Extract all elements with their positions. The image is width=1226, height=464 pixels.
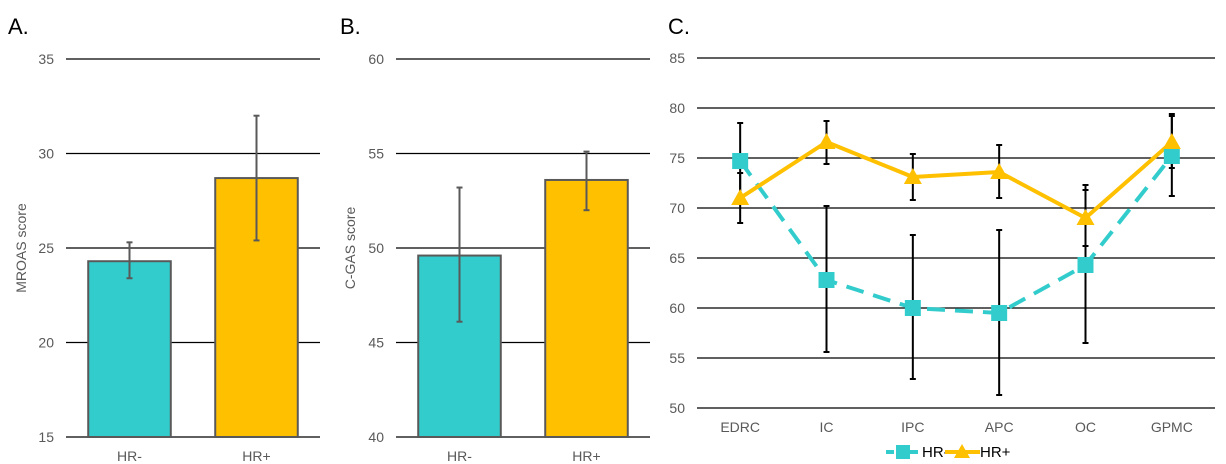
legend-hr-minus-label: HR- (922, 444, 949, 461)
c-y-tick-label: 55 (669, 350, 685, 366)
c-y-tick-label: 70 (669, 200, 685, 216)
c-y-tick-label: 60 (669, 300, 685, 316)
panel-b: B. C-GAS score 40 45 50 55 60 HR- HR+ (340, 14, 650, 464)
a-y-tick-label: 15 (38, 429, 54, 445)
panel-b-y-axis-label: C-GAS score (342, 207, 358, 290)
c-marker-hr-minus (732, 153, 749, 169)
panel-c-y-ticks: 50 55 60 65 70 75 80 85 (669, 50, 685, 416)
b-x-tick-label: HR+ (572, 448, 600, 464)
c-marker-hr-minus (818, 272, 835, 288)
c-x-tick-label: OC (1075, 419, 1096, 435)
panel-a: A. MROAS score 15 20 25 30 35 HR- HR+ (8, 14, 320, 464)
a-x-tick-label: HR- (117, 448, 142, 464)
panel-a-y-ticks: 15 20 25 30 35 (38, 51, 54, 445)
panel-c-series-lines (738, 140, 1174, 315)
c-y-tick-label: 85 (669, 50, 685, 66)
panel-c-x-ticks: EDRC IC IPC APC OC GPMC (720, 419, 1193, 435)
panel-a-bars (87, 114, 299, 439)
panel-a-y-axis-label: MROAS score (13, 203, 29, 293)
c-x-tick-label: GPMC (1151, 419, 1193, 435)
b-y-tick-label: 50 (368, 240, 384, 256)
c-x-tick-label: APC (985, 419, 1014, 435)
legend-hr-plus-label: HR+ (980, 444, 1011, 461)
c-line-hr-plus (739, 140, 1174, 220)
panel-b-bars (417, 150, 629, 439)
c-line-hr-minus (738, 154, 1174, 315)
c-marker-hr-minus (1163, 148, 1180, 164)
panel-a-x-ticks: HR- HR+ (117, 448, 271, 464)
c-y-tick-label: 65 (669, 250, 685, 266)
legend-hr-minus-marker (896, 445, 910, 459)
c-y-tick-label: 75 (669, 150, 685, 166)
a-bar-hrminus (87, 260, 172, 439)
c-marker-hr-plus (1076, 209, 1095, 225)
panel-b-letter: B. (340, 14, 361, 39)
b-x-tick-label: HR- (447, 448, 472, 464)
panel-c-markers (731, 133, 1181, 321)
panel-b-x-ticks: HR- HR+ (447, 448, 601, 464)
c-marker-hr-plus (903, 168, 922, 184)
b-y-tick-label: 45 (368, 335, 384, 351)
panel-c-legend: HR- HR+ (886, 444, 1011, 461)
panel-c-gridlines (697, 57, 1215, 409)
legend-hr-plus-marker (954, 444, 970, 458)
b-y-tick-label: 55 (368, 146, 384, 162)
b-y-tick-label: 60 (368, 51, 384, 67)
panel-b-y-ticks: 40 45 50 55 60 (368, 51, 384, 445)
c-marker-hr-plus (1162, 133, 1181, 149)
a-y-tick-label: 25 (38, 240, 54, 256)
a-y-tick-label: 35 (38, 51, 54, 67)
c-y-tick-label: 80 (669, 100, 685, 116)
c-marker-hr-plus (731, 189, 750, 205)
c-x-tick-label: IPC (901, 419, 924, 435)
c-marker-hr-plus (817, 133, 836, 149)
c-marker-hr-minus (1077, 257, 1094, 273)
c-y-tick-label: 50 (669, 400, 685, 416)
b-y-tick-label: 40 (368, 429, 384, 445)
panel-a-letter: A. (8, 14, 29, 39)
a-x-tick-label: HR+ (242, 448, 270, 464)
a-y-tick-label: 30 (38, 146, 54, 162)
c-marker-hr-minus (904, 300, 921, 316)
c-marker-hr-plus (990, 163, 1009, 179)
panel-c-letter: C. (668, 14, 690, 39)
a-y-tick-label: 20 (38, 335, 54, 351)
panel-c: C. 50 55 60 65 70 75 80 85 EDRC IC IPC APC OC GPMC H… (668, 14, 1215, 461)
c-x-tick-label: IC (820, 419, 834, 435)
c-marker-hr-minus (991, 305, 1008, 321)
b-bar-hrplus (544, 178, 629, 439)
c-x-tick-label: EDRC (720, 419, 760, 435)
